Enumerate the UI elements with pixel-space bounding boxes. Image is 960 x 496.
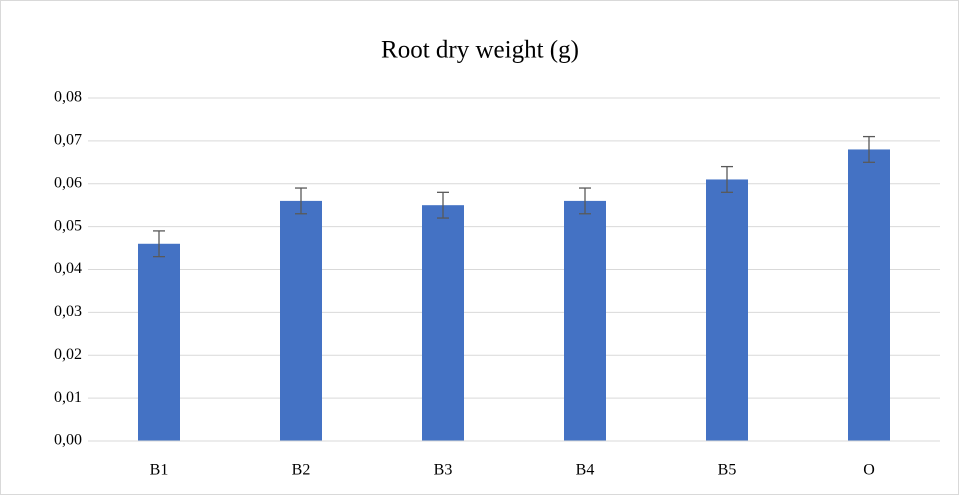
error-bar xyxy=(153,230,165,258)
x-tick-label: B3 xyxy=(434,462,453,479)
chart-title: Root dry weight (g) xyxy=(381,37,579,64)
bar xyxy=(138,243,180,441)
y-tick-label: 0,02 xyxy=(54,346,82,363)
x-tick-label: B4 xyxy=(576,462,595,479)
y-tick-label: 0,03 xyxy=(54,303,82,320)
y-tick-label: 0,00 xyxy=(54,432,82,449)
error-bar xyxy=(437,191,449,219)
error-bar xyxy=(579,187,591,215)
x-tick-label: B1 xyxy=(150,462,169,479)
x-tick-label: B5 xyxy=(718,462,737,479)
error-bar xyxy=(721,165,733,193)
bar xyxy=(564,200,606,441)
bar xyxy=(422,205,464,441)
bar xyxy=(848,149,890,441)
y-tick-label: 0,07 xyxy=(54,132,82,149)
y-tick-label: 0,01 xyxy=(54,389,82,406)
x-tick-label: B2 xyxy=(292,462,311,479)
y-tick-label: 0,06 xyxy=(54,174,82,191)
y-tick-label: 0,08 xyxy=(54,89,82,106)
bar xyxy=(706,179,748,441)
y-tick-label: 0,05 xyxy=(54,217,82,234)
error-bar xyxy=(295,187,307,215)
x-tick-label: O xyxy=(863,462,875,479)
y-tick-label: 0,04 xyxy=(54,260,82,277)
error-bar xyxy=(863,135,875,163)
bar xyxy=(280,200,322,441)
